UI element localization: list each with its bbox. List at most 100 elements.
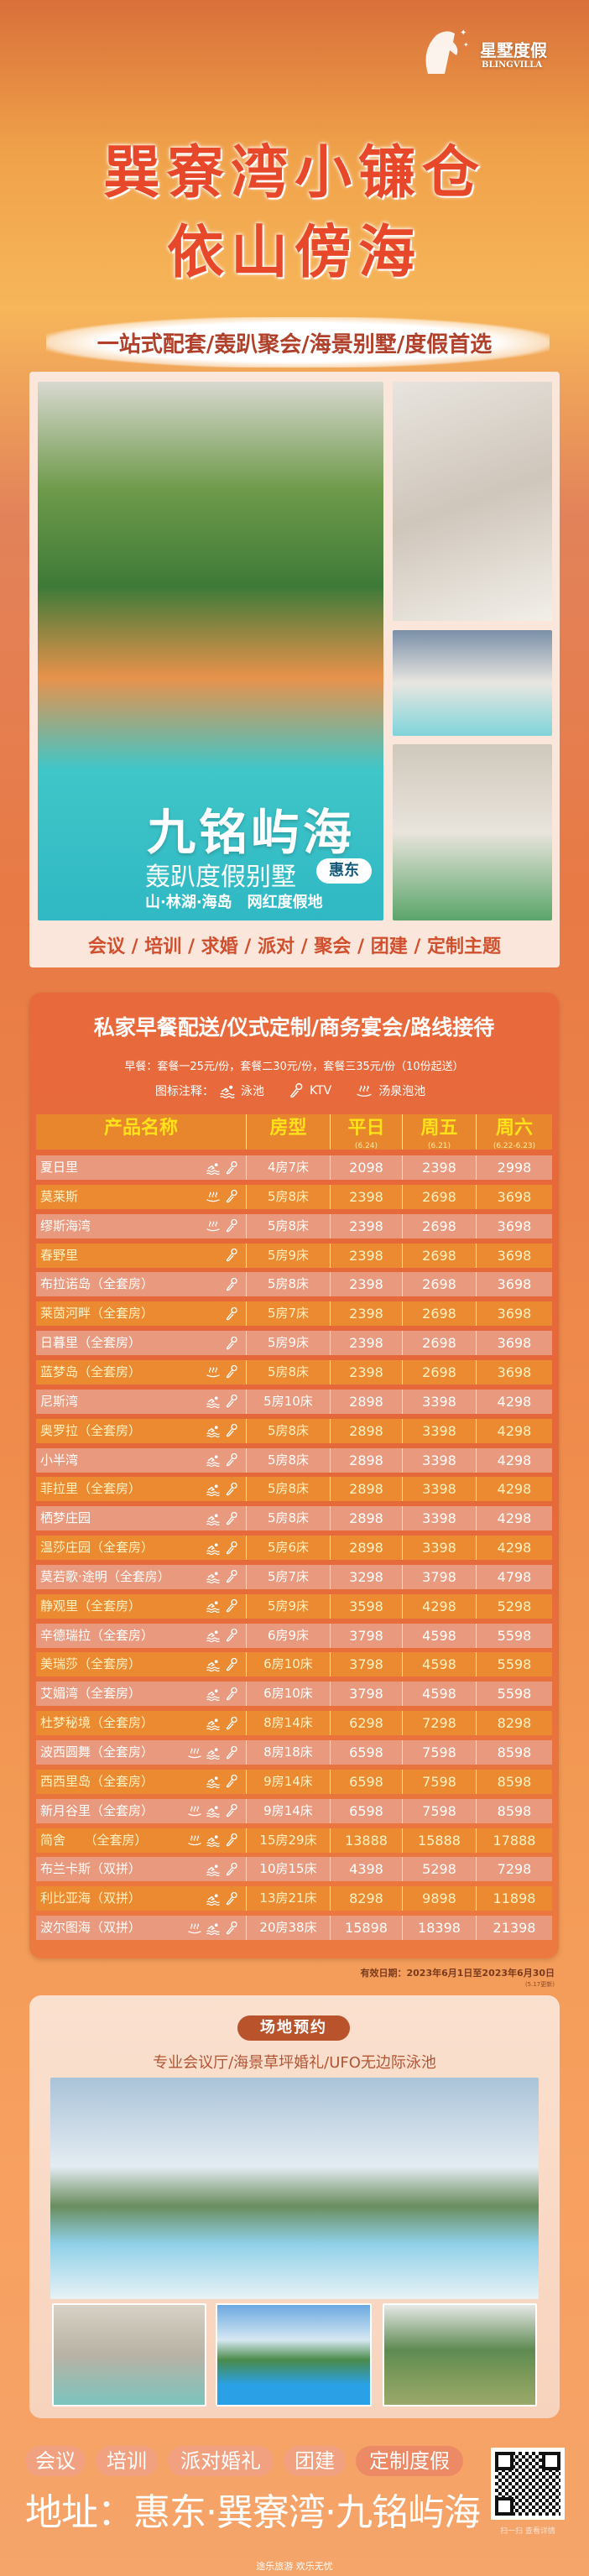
saturday-price: 3698 [476,1301,552,1327]
table-row: 温莎庄园（全套房） 5房6床 2898 3398 4298 [36,1536,552,1561]
room-type: 13房21床 [246,1886,330,1911]
hero-tagline: 一站式配套/轰趴聚会/海景别墅/度假首选 [96,332,493,357]
friday-price: 15888 [402,1828,476,1853]
swim-icon [206,1628,221,1643]
product-name-cell: 缪斯海湾 [36,1214,246,1238]
product-name-cell: 尼斯湾 [36,1390,246,1414]
header-name: 产品名称 [36,1114,246,1150]
microphone-icon [224,1628,239,1643]
microphone-icon [224,1687,239,1702]
brand-logo: ✦ ✦ 星墅度假 BLINGVILLA [420,25,579,80]
amenity-icons [206,1448,239,1473]
weekday-price: 2398 [330,1243,402,1268]
swim-icon [206,1862,221,1877]
amenity-icons [224,1301,239,1326]
room-type: 5房8床 [246,1447,330,1473]
header-name-label: 产品名称 [103,1118,178,1139]
table-row: 利比亚海（双拼） 13房21床 8298 9898 11898 [36,1886,552,1911]
weekday-price: 2898 [330,1447,402,1473]
weekday-price: 6598 [330,1740,402,1765]
legend-label: 图标注释： [155,1085,214,1098]
table-row: 奥罗拉（全套房） 5房8床 2898 3398 4298 [36,1418,552,1443]
lawn-tent-photo [383,2303,537,2407]
header-room: 房型 [246,1114,330,1150]
friday-price: 2698 [402,1301,476,1327]
microphone-icon [224,1569,239,1584]
tag-team-building: 团建 [284,2446,346,2476]
friday-price: 2698 [402,1272,476,1297]
product-name-cell: 辛德瑞拉（全套房） [36,1624,246,1648]
product-name: 小半湾 [40,1452,79,1468]
weekday-price: 2398 [330,1359,402,1384]
weekday-price: 2898 [330,1389,402,1414]
microphone-icon [224,1862,239,1877]
friday-price: 3398 [402,1506,476,1531]
saturday-price: 4298 [476,1477,552,1502]
svg-text:✦: ✦ [463,41,469,49]
swim-icon [206,1745,221,1760]
breakfast-info: 早餐：套餐一25元/份，套餐二30元/份，套餐三35元/份（10份起送） [124,1061,464,1073]
amenity-icons [206,1360,239,1384]
product-name: 波西圆舞（全套房） [40,1744,154,1760]
room-type: 8房18床 [246,1740,330,1765]
product-name-cell: 莫莱斯 [36,1185,246,1209]
room-type: 15房29床 [246,1828,330,1853]
microphone-icon [224,1891,239,1906]
table-row: 布兰卡斯（双拼） 10房15床 4398 5298 7298 [36,1857,552,1882]
saturday-price: 3698 [476,1243,552,1268]
saturday-price: 5598 [476,1623,552,1648]
microphone-icon [224,1306,239,1322]
product-name: 尼斯湾 [40,1393,79,1409]
microphone-icon [224,1774,239,1789]
hot-spring-icon [206,1218,221,1233]
room-type: 5房8床 [246,1506,330,1531]
saturday-price: 11898 [476,1886,552,1911]
swim-icon [206,1891,221,1906]
product-name-cell: 温莎庄园（全套房） [36,1536,246,1560]
saturday-price: 3698 [476,1184,552,1209]
friday-price: 4598 [402,1623,476,1648]
qr-code[interactable] [491,2448,565,2520]
room-type: 5房8床 [246,1359,330,1384]
brand-name-en: BLINGVILLA [482,60,543,70]
room-type: 20房38床 [246,1916,330,1941]
table-row: 莫若歌·途明（全套房） 5房7床 3298 3798 4798 [36,1564,552,1589]
table-row: 美瑞莎（全套房） 6房10床 3798 4598 5598 [36,1652,552,1677]
swim-icon [206,1803,221,1818]
swim-icon [206,1921,221,1936]
amenity-icons [206,1594,239,1619]
villa-slide-photo [52,2303,206,2407]
legend-swim: 泳池 [241,1085,264,1098]
amenity-icons [187,1799,239,1823]
product-name-cell: 莫若歌·途明（全套房） [36,1565,246,1589]
table-row: 布拉诺岛（全套房） 5房8床 2398 2698 3698 [36,1272,552,1297]
room-type: 9房14床 [246,1798,330,1823]
product-name: 春野里 [40,1247,79,1263]
saturday-price: 5598 [476,1682,552,1707]
friday-price: 2698 [402,1243,476,1268]
weekday-price: 3798 [330,1623,402,1648]
amenity-icons [206,1185,239,1209]
swim-icon [206,1687,221,1702]
weekday-price: 15898 [330,1916,402,1941]
weekday-price: 2098 [330,1155,402,1180]
product-name-cell: 布兰卡斯（双拼） [36,1857,246,1881]
microphone-icon [224,1160,239,1176]
infinity-pool-photo [50,2078,539,2299]
microphone-icon [224,1657,239,1672]
saturday-price: 3698 [476,1359,552,1384]
ktv-room-photo [393,382,552,621]
weekday-price: 2398 [330,1272,402,1297]
microphone-icon [224,1833,239,1848]
weekday-price: 2398 [330,1301,402,1327]
microphone-icon [224,1482,239,1497]
friday-price: 5298 [402,1857,476,1882]
weekday-price: 13888 [330,1828,402,1853]
table-row: 波西圆舞（全套房） 8房18床 6598 7598 8598 [36,1740,552,1765]
friday-price: 3398 [402,1477,476,1502]
product-name: 莱茵河畔（全套房） [40,1306,154,1322]
saturday-price: 4298 [476,1389,552,1414]
friday-price: 3398 [402,1447,476,1473]
weekday-price: 2398 [330,1213,402,1238]
gallery-slogan: 山·林湖·海岛 网红度假地 [145,894,323,911]
